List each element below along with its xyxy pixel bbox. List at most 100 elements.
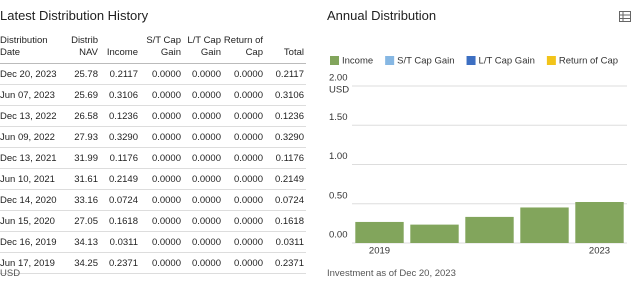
table-cell: Jun 15, 2020 <box>0 210 60 232</box>
table-cell: 0.0000 <box>223 189 265 211</box>
table-cell: 0.1618 <box>100 210 140 232</box>
legend-swatch <box>330 56 339 65</box>
y-unit: USD <box>329 85 349 96</box>
table-cell: 0.2371 <box>100 252 140 274</box>
table-cell: 0.0000 <box>183 147 223 169</box>
table-cell: 0.0000 <box>140 126 183 148</box>
y-tick-label: 0.50 <box>329 190 348 201</box>
table-cell: Dec 14, 2020 <box>0 189 60 211</box>
table-row: Dec 16, 2019 34.13 0.0311 0.0000 0.0000 0.000… <box>0 231 306 253</box>
table-cell: 0.0000 <box>183 189 223 211</box>
table-cell: 0.1176 <box>265 147 306 169</box>
x-tick-label: 2023 <box>589 246 610 257</box>
table-row: Jun 07, 2023 25.69 0.3106 0.0000 0.0000 0.000… <box>0 84 306 106</box>
table-cell: 0.0000 <box>183 168 223 190</box>
table-cell: Jun 17, 2019 <box>0 252 60 274</box>
table-icon[interactable] <box>619 11 631 22</box>
table-cell: Jun 10, 2021 <box>0 168 60 190</box>
table-cell: 0.0000 <box>223 84 265 106</box>
table-cell: 0.1236 <box>100 105 140 127</box>
legend-label: L/T Cap Gain <box>479 56 535 67</box>
table-cell: 0.0000 <box>183 231 223 253</box>
table-cell: 0.0000 <box>140 105 183 127</box>
legend-label: Income <box>342 56 373 67</box>
table-cell: 0.0000 <box>183 252 223 274</box>
y-tick-label: 1.00 <box>329 151 348 162</box>
table-cell: Dec 16, 2019 <box>0 231 60 253</box>
table-cell: 0.0000 <box>223 168 265 190</box>
table-cell: 33.16 <box>60 189 100 211</box>
table-cell: 0.0000 <box>140 189 183 211</box>
table-cell: 27.93 <box>60 126 100 148</box>
table-cell: Dec 13, 2022 <box>0 105 60 127</box>
table-cell: Dec 13, 2021 <box>0 147 60 169</box>
table-cell: 0.3290 <box>265 126 306 148</box>
table-cell: 31.61 <box>60 168 100 190</box>
table-cell: 0.0000 <box>140 168 183 190</box>
table-row: Dec 14, 2020 33.16 0.0724 0.0000 0.0000 0.000… <box>0 189 306 211</box>
table-cell: 0.2149 <box>100 168 140 190</box>
table-cell: 25.78 <box>60 63 100 85</box>
table-row: Dec 20, 2023 25.78 0.2117 0.0000 0.0000 0.000… <box>0 63 306 85</box>
table-cell: 0.0000 <box>140 252 183 274</box>
column-header: Income <box>100 33 140 64</box>
table-cell: Jun 09, 2022 <box>0 126 60 148</box>
table-cell: 0.3290 <box>100 126 140 148</box>
table-cell: 0.0000 <box>223 210 265 232</box>
table-cell: 0.0000 <box>223 147 265 169</box>
legend-swatch <box>385 56 395 65</box>
table-cell: 0.0000 <box>223 231 265 253</box>
column-header: Total <box>265 33 306 64</box>
legend-swatch <box>466 56 476 65</box>
table-cell: 0.0000 <box>183 63 223 85</box>
table-cell: 31.99 <box>60 147 100 169</box>
table-row: Dec 13, 2022 26.58 0.1236 0.0000 0.0000 0.000… <box>0 105 306 127</box>
table-cell: 25.69 <box>60 84 100 106</box>
x-tick-label: 2019 <box>369 246 390 257</box>
distribution-history: Latest Distribution History Distribution… <box>0 0 310 293</box>
bar <box>355 221 404 243</box>
table-row: Jun 17, 2019 34.25 0.2371 0.0000 0.0000 0.000… <box>0 252 306 274</box>
table-cell: 0.0000 <box>223 252 265 274</box>
y-tick-label: 0.00 <box>329 230 348 241</box>
table-cell: 0.0311 <box>100 231 140 253</box>
table-cell: 0.0000 <box>183 126 223 148</box>
table-cell: Jun 07, 2023 <box>0 84 60 106</box>
history-table: Distribution Date Distrib NAV Income S/T Ca… <box>0 33 306 274</box>
table-cell: 0.0000 <box>140 231 183 253</box>
table-row: Dec 13, 2021 31.99 0.1176 0.0000 0.0000 0.000… <box>0 147 306 169</box>
table-cell: 0.3106 <box>265 84 306 106</box>
table-cell: 0.0000 <box>140 63 183 85</box>
table-cell: 0.2117 <box>265 63 306 85</box>
chart-footnote: Investment as of Dec 20, 2023 <box>327 268 456 279</box>
table-cell: 0.0724 <box>265 189 306 211</box>
table-cell: 0.1618 <box>265 210 306 232</box>
y-tick-label: 2.00 <box>329 73 348 84</box>
table-cell: 0.2117 <box>100 63 140 85</box>
table-cell: 0.1176 <box>100 147 140 169</box>
table-title: Latest Distribution History <box>0 8 149 23</box>
table-cell: 26.58 <box>60 105 100 127</box>
table-cell: 34.25 <box>60 252 100 274</box>
bar <box>410 224 459 243</box>
table-row: Jun 10, 2021 31.61 0.2149 0.0000 0.0000 0.000… <box>0 168 306 190</box>
column-header: L/T Cap Gain <box>183 33 223 64</box>
table-cell: 0.0000 <box>183 105 223 127</box>
table-cell: 0.0000 <box>140 147 183 169</box>
legend-swatch <box>546 56 556 65</box>
table-cell: 0.0000 <box>223 105 265 127</box>
column-header: Distribution Date <box>0 33 60 64</box>
column-header: Return of Cap <box>223 33 265 64</box>
table-cell: 0.1236 <box>265 105 306 127</box>
table-footnote: USD <box>0 268 21 279</box>
bar <box>465 216 514 243</box>
table-cell: 0.3106 <box>100 84 140 106</box>
table-cell: 0.2149 <box>265 168 306 190</box>
table-cell: 0.0000 <box>183 210 223 232</box>
bar <box>520 207 569 243</box>
table-cell: 0.0000 <box>183 84 223 106</box>
table-cell: 0.0724 <box>100 189 140 211</box>
table-row: Jun 09, 2022 27.93 0.3290 0.0000 0.0000 0.000… <box>0 126 306 148</box>
